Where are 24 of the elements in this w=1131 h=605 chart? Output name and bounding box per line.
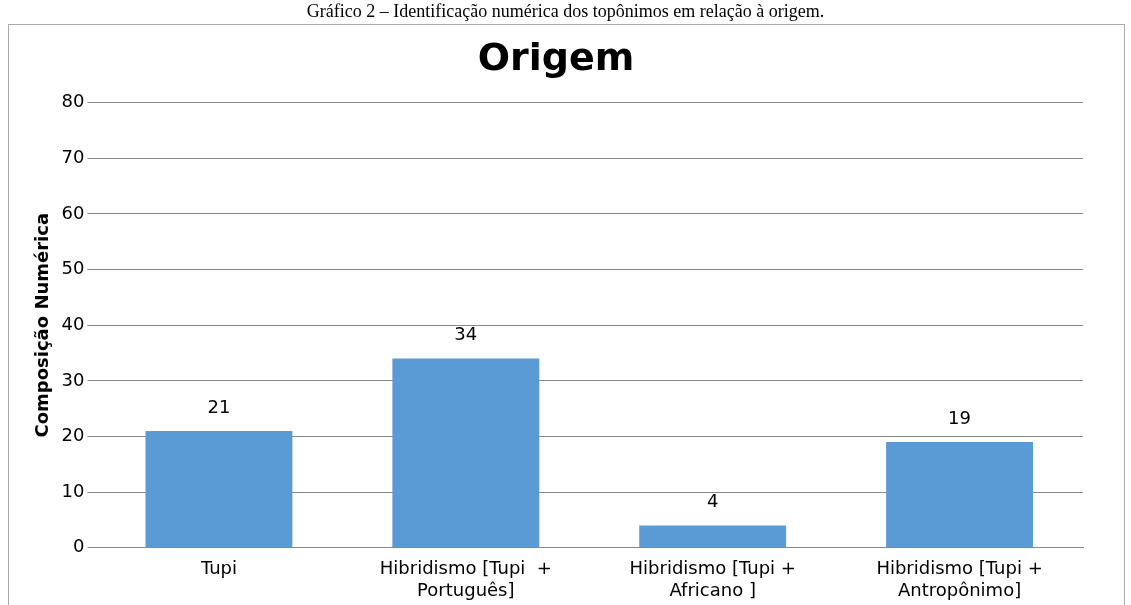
bar bbox=[886, 442, 1034, 548]
y-tick-label: 80 bbox=[61, 90, 85, 112]
bar bbox=[639, 525, 787, 548]
y-tick-label: 30 bbox=[61, 368, 85, 390]
y-tick-label: 20 bbox=[61, 424, 85, 446]
bar bbox=[392, 358, 540, 548]
x-tick-label: Tupi bbox=[199, 557, 237, 579]
chart-title: Origem bbox=[477, 34, 635, 79]
bar bbox=[145, 430, 293, 548]
y-tick-label: 50 bbox=[61, 257, 85, 279]
y-tick-label: 60 bbox=[61, 201, 85, 223]
data-label: 19 bbox=[948, 406, 972, 428]
data-label: 21 bbox=[207, 395, 231, 417]
y-tick-label: 0 bbox=[73, 535, 85, 557]
y-tick-label: 10 bbox=[61, 479, 85, 501]
x-tick-label: Hibridismo [Tupi + Antropônimo] bbox=[876, 557, 1043, 600]
data-label: 34 bbox=[454, 323, 478, 345]
text: Gráfico 2 – Identificação numérica dos topônimos em relação à origem. bbox=[305, 0, 826, 22]
x-tick-label: Hibridismo [Tupi + Africano ] bbox=[629, 557, 796, 600]
y-axis-title: Composição Numérica bbox=[31, 212, 53, 438]
data-label: 4 bbox=[706, 490, 719, 512]
x-tick-label: Hibridismo [Tupi + Português] bbox=[379, 557, 552, 600]
y-tick-label: 40 bbox=[61, 312, 85, 334]
y-tick-label: 70 bbox=[61, 145, 85, 167]
